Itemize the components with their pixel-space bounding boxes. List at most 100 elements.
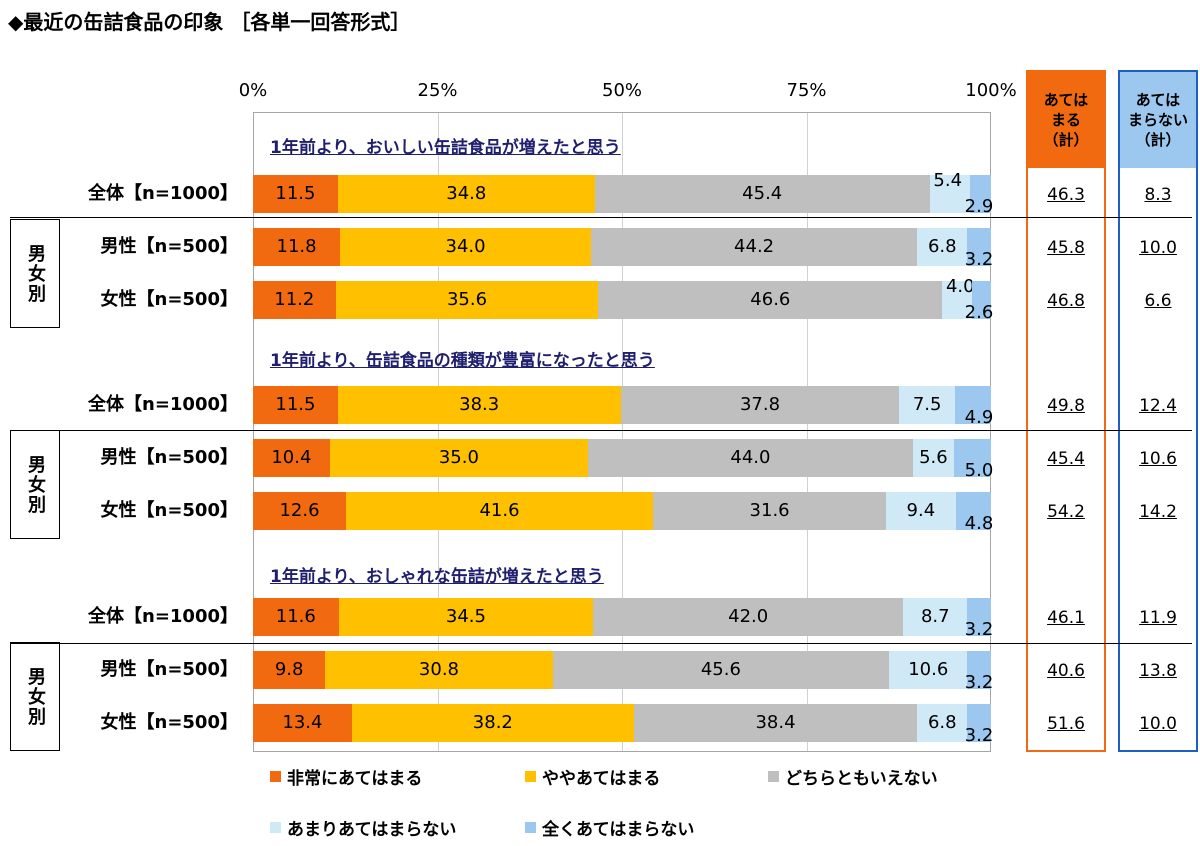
not-much-segment [917, 704, 968, 742]
not-at-all-segment [955, 492, 991, 530]
very-agree-segment [253, 704, 352, 742]
data-label: 4.9 [964, 407, 994, 428]
somewhat-agree-segment [329, 439, 589, 477]
row-label: 男性【n=500】 [100, 659, 238, 680]
data-label: 38.2 [472, 712, 513, 733]
row-label: 全体【n=1000】 [88, 394, 238, 415]
data-label: 31.6 [749, 500, 790, 521]
data-label: 46.6 [750, 289, 791, 310]
x-tick-label: 25% [417, 80, 458, 101]
very-agree-segment [253, 651, 326, 689]
group-separator-line [10, 217, 1192, 218]
row-label: 男性【n=500】 [100, 236, 238, 257]
agree-total-header: あては まる （計） [1028, 72, 1104, 168]
not-much-segment [889, 651, 968, 689]
somewhat-agree-segment [335, 281, 599, 319]
disagree-total-value: 13.8 [1139, 661, 1177, 681]
data-label: 5.4 [933, 170, 963, 191]
disagree-total-value: 11.9 [1139, 608, 1177, 628]
somewhat-agree-segment [340, 228, 591, 266]
gridline [622, 112, 623, 752]
data-label: 8.7 [920, 606, 950, 627]
legend-swatch [270, 822, 281, 833]
gender-group-text: 男女別 [25, 454, 46, 515]
neither-segment [593, 598, 904, 636]
somewhat-agree-segment [345, 492, 653, 530]
not-much-segment [929, 175, 970, 213]
x-tick-label: 50% [601, 80, 643, 101]
very-agree-segment [253, 386, 338, 424]
very-agree-segment [253, 598, 339, 636]
legend-not-at-all: 全くあてはまらない [525, 815, 694, 840]
row-label: 全体【n=1000】 [88, 606, 238, 627]
neither-segment [652, 492, 887, 530]
legend-swatch [525, 822, 536, 833]
data-label: 9.4 [906, 500, 936, 521]
data-label: 3.2 [964, 249, 994, 270]
neither-segment [594, 175, 930, 213]
data-label: 3.2 [964, 672, 994, 693]
data-label: 2.9 [964, 196, 994, 217]
legend-label: 全くあてはまらない [542, 820, 695, 840]
data-label: 34.0 [445, 236, 486, 257]
data-label: 10.6 [908, 659, 949, 680]
section-subtitle: 1年前より、おいしい缶詰食品が増えたと思う [270, 138, 621, 158]
data-label: 7.5 [912, 394, 942, 415]
plot-area [253, 112, 991, 752]
data-label: 35.0 [438, 447, 479, 468]
section-subtitle: 1年前より、缶詰食品の種類が豊富になったと思う [270, 351, 655, 371]
data-label: 45.6 [700, 659, 741, 680]
legend-label: 非常にあてはまる [287, 769, 423, 789]
not-at-all-segment [954, 386, 991, 424]
legend-label: ややあてはまる [542, 769, 661, 789]
neither-segment [598, 281, 943, 319]
disagree-total-header: あては まらない （計） [1120, 72, 1196, 168]
data-label: 30.8 [418, 659, 460, 680]
not-much-segment [942, 281, 972, 319]
data-label: 34.5 [445, 606, 486, 627]
x-tick-label: 75% [786, 80, 827, 101]
data-label: 4.0 [945, 276, 975, 297]
legend-neither: どちらともいえない [768, 764, 938, 789]
group-separator-line [10, 643, 1192, 644]
data-label: 11.8 [276, 236, 317, 257]
agree-total-value: 49.8 [1047, 396, 1085, 416]
data-label: 3.2 [964, 725, 994, 746]
very-agree-segment [253, 175, 338, 213]
disagree-total-column: あては まらない （計） [1118, 70, 1198, 752]
not-at-all-segment [971, 281, 991, 319]
data-label: 10.4 [271, 447, 312, 468]
somewhat-agree-segment [338, 598, 594, 636]
gridline [806, 112, 808, 752]
very-agree-segment [253, 228, 341, 266]
data-label: 11.5 [275, 183, 316, 204]
legend-label: あまりあてはまらない [287, 820, 457, 840]
disagree-total-value: 14.2 [1139, 502, 1177, 522]
not-much-segment [912, 439, 955, 477]
data-label: 4.8 [964, 513, 994, 534]
row-label: 女性【n=500】 [100, 289, 238, 310]
data-label: 5.0 [964, 460, 994, 481]
data-label: 45.4 [742, 183, 783, 204]
data-label: 34.8 [446, 183, 487, 204]
disagree-total-value: 10.0 [1139, 714, 1177, 734]
legend-swatch [768, 771, 779, 782]
somewhat-agree-segment [337, 175, 595, 213]
legend-swatch [270, 771, 281, 782]
section-subtitle: 1年前より、おしゃれな缶詰が増えたと思う [270, 567, 604, 587]
data-label: 11.5 [275, 394, 316, 415]
agree-total-value: 51.6 [1047, 714, 1085, 734]
chart-title: ◆最近の缶詰食品の印象 ［各単一回答形式］ [8, 10, 411, 34]
row-label: 女性【n=500】 [100, 500, 238, 521]
data-label: 44.0 [730, 447, 771, 468]
not-at-all-segment [967, 598, 991, 636]
gridline [437, 112, 439, 752]
gender-group-text: 男女別 [25, 666, 46, 727]
row-label: 全体【n=1000】 [88, 183, 238, 204]
data-label: 6.8 [927, 712, 957, 733]
data-label: 44.2 [734, 236, 775, 257]
neither-segment [588, 439, 913, 477]
data-label: 13.4 [282, 712, 323, 733]
neither-segment [620, 386, 900, 424]
not-much-segment [899, 386, 955, 424]
